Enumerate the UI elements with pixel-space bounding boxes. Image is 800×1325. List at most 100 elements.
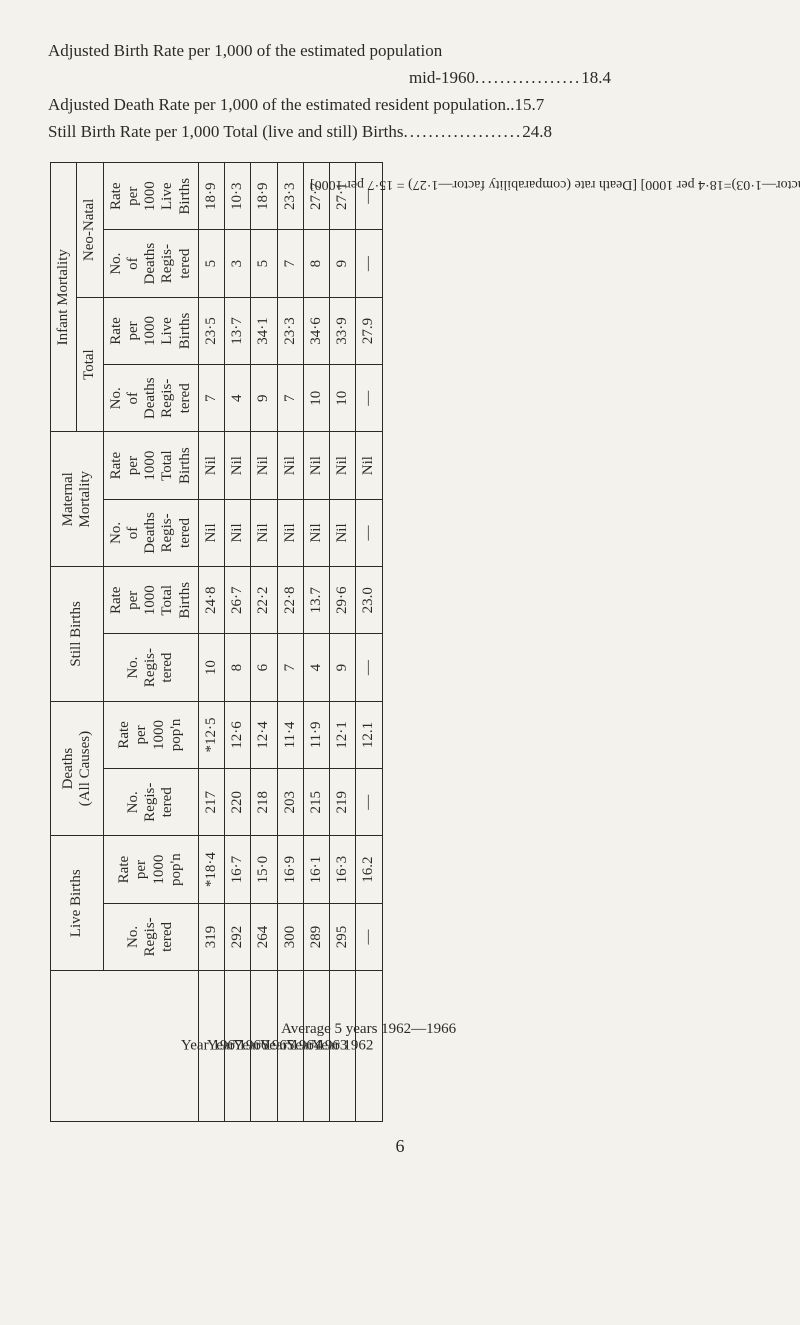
header-line-1: Adjusted Birth Rate per 1,000 of the est…: [48, 40, 752, 63]
cell: 23·5: [198, 297, 224, 364]
cell: —: [356, 364, 382, 431]
cell: 289: [303, 903, 329, 970]
cell: 203: [277, 768, 303, 835]
cell: —: [356, 162, 382, 229]
header-mid1960-value: 18.4: [581, 68, 611, 87]
cell: 10·3: [225, 162, 251, 229]
cell: 27·7: [303, 162, 329, 229]
cell: 23.0: [356, 566, 382, 633]
blank-corner: [51, 970, 199, 1121]
data-table: Live Births Deaths (All Causes) Still Bi…: [50, 162, 383, 1122]
cell: 295: [330, 903, 356, 970]
cell: 16.2: [356, 836, 382, 903]
dots-icon: .................: [475, 68, 581, 87]
cell: 11·9: [303, 701, 329, 768]
cell: 22·2: [251, 566, 277, 633]
cell: 10: [198, 634, 224, 701]
avg-text: Average 5 years 1962—1966: [281, 1021, 456, 1038]
cell: 300: [277, 903, 303, 970]
cell: 3: [225, 230, 251, 297]
col-mat-no: No. of Deaths Regis- tered: [103, 499, 198, 566]
cell: Nil: [198, 499, 224, 566]
rotated-container: Live Births Deaths (All Causes) Still Bi…: [50, 162, 750, 1122]
cell: 29·6: [330, 566, 356, 633]
cell: Nil: [356, 432, 382, 499]
cell: Nil: [330, 432, 356, 499]
cell: 7: [198, 364, 224, 431]
cell: —: [356, 230, 382, 297]
cell: 18·9: [251, 162, 277, 229]
cell: 219: [330, 768, 356, 835]
cell: —: [356, 768, 382, 835]
cell: 23·3: [277, 297, 303, 364]
col-infneo-no: No. of Deaths Regis- tered: [103, 230, 198, 297]
col-live-rate: Rate per 1000 pop'n: [103, 836, 198, 903]
col-still-rate: Rate per 1000 Total Births: [103, 566, 198, 633]
group-deaths: Deaths (All Causes): [51, 701, 104, 836]
cell: 27·1: [330, 162, 356, 229]
group-still-births: Still Births: [51, 566, 104, 701]
cell: *12·5: [198, 701, 224, 768]
cell: 12.1: [356, 701, 382, 768]
cell: 9: [251, 364, 277, 431]
cell: 13·7: [225, 297, 251, 364]
cell: 7: [277, 364, 303, 431]
table-row: Year 1967 319 *18·4 217 *12·5 10 24·8 Ni…: [198, 162, 224, 1121]
table-row-average: Average 5 years 1962—1966 — 16.2 — 12.1 …: [356, 162, 382, 1121]
group-maternal: Maternal Mortality: [51, 432, 104, 567]
page: Adjusted Birth Rate per 1,000 of the est…: [0, 0, 800, 1325]
header-line-1b: mid-1960.................18.4: [48, 67, 752, 90]
table-row: Year 1966 292 16·7 220 12·6 8 26·7 Nil N…: [225, 162, 251, 1121]
cell: 215: [303, 768, 329, 835]
group-header-row: Live Births Deaths (All Causes) Still Bi…: [51, 162, 77, 1121]
cell: 264: [251, 903, 277, 970]
table-row: Year 1965 264 15·0 218 12·4 6 22·2 Nil N…: [251, 162, 277, 1121]
col-live-no: No. Regis- tered: [103, 903, 198, 970]
cell: Nil: [251, 432, 277, 499]
header-block: Adjusted Birth Rate per 1,000 of the est…: [48, 40, 752, 144]
cell: 27.9: [356, 297, 382, 364]
cell: 9: [330, 634, 356, 701]
cell: 11·4: [277, 701, 303, 768]
cell: 4: [225, 364, 251, 431]
dots-icon: ...................: [403, 122, 522, 141]
header-line-3: Still Birth Rate per 1,000 Total (live a…: [48, 121, 752, 144]
cell: 12·6: [225, 701, 251, 768]
cell: 10: [330, 364, 356, 431]
cell: Nil: [198, 432, 224, 499]
cell: 319: [198, 903, 224, 970]
cell: 33·9: [330, 297, 356, 364]
col-still-no: No. Regis- tered: [103, 634, 198, 701]
cell: 34·1: [251, 297, 277, 364]
cell: Nil: [225, 432, 251, 499]
cell: 9: [330, 230, 356, 297]
group-infant-total: Total: [77, 297, 103, 432]
header-line-3-left: Still Birth Rate per 1,000 Total (live a…: [48, 122, 403, 141]
cell: 292: [225, 903, 251, 970]
cell: —: [356, 634, 382, 701]
cell: 34·6: [303, 297, 329, 364]
cell: 12·1: [330, 701, 356, 768]
group-live-births: Live Births: [51, 836, 104, 971]
header-line-1-left: Adjusted Birth Rate per 1,000 of the est…: [48, 41, 442, 60]
cell: 7: [277, 634, 303, 701]
rotated-inner: Live Births Deaths (All Causes) Still Bi…: [50, 162, 750, 1122]
header-line-3-value: 24.8: [522, 122, 552, 141]
cell: 8: [303, 230, 329, 297]
page-number-text: 6: [396, 1136, 405, 1156]
cell: 16·1: [303, 836, 329, 903]
cell: 7: [277, 230, 303, 297]
cell: 16·7: [225, 836, 251, 903]
cell: 23·3: [277, 162, 303, 229]
cell: 5: [251, 230, 277, 297]
cell: 6: [251, 634, 277, 701]
table-row: Year 1963 289 16·1 215 11·9 4 13.7 Nil N…: [303, 162, 329, 1121]
cell: 15·0: [251, 836, 277, 903]
cell: Nil: [330, 499, 356, 566]
cell: Nil: [251, 499, 277, 566]
cell: Nil: [277, 432, 303, 499]
header-line-2: Adjusted Death Rate per 1,000 of the est…: [48, 94, 752, 117]
year-label: Year 1962: [330, 970, 356, 1121]
table-area: Live Births Deaths (All Causes) Still Bi…: [48, 162, 752, 1122]
col-death-no: No. Regis- tered: [103, 768, 198, 835]
